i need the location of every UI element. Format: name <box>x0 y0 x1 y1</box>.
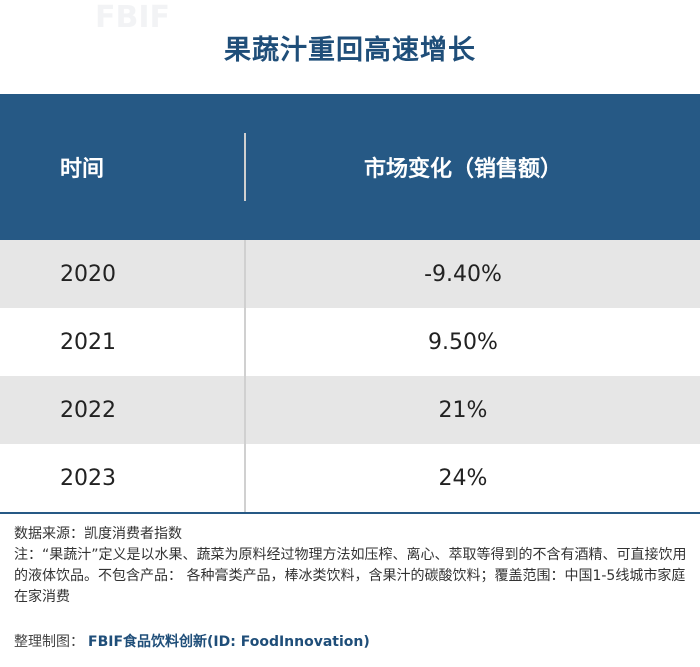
table-bottom-rule <box>0 512 700 514</box>
column-header-sales-change: 市场变化（销售额） <box>363 157 562 182</box>
table-row: 2021 9.50% <box>0 308 700 376</box>
table-row: 2022 21% <box>0 376 700 444</box>
footnotes: 数据来源：凯度消费者指数 注：“果蔬汁”定义是以水果、蔬菜为原料经过物理方法如压… <box>14 524 694 608</box>
column-header-time: 时间 <box>0 133 246 201</box>
year-cell: 2023 <box>0 444 246 512</box>
table-header: 时间 市场变化（销售额） <box>0 94 700 240</box>
change-cell: -9.40% <box>424 261 502 287</box>
change-cell: 9.50% <box>428 329 498 355</box>
table-row: 2020 -9.40% <box>0 240 700 308</box>
data-source: 数据来源：凯度消费者指数 <box>14 526 182 542</box>
page-title: 果蔬汁重回高速增长 <box>224 34 476 66</box>
data-table: 时间 市场变化（销售额） 2020 -9.40% 2021 9.50% 2022… <box>0 94 700 512</box>
definition-note: 注：“果蔬汁”定义是以水果、蔬菜为原料经过物理方法如压榨、离心、萃取等得到的不含… <box>14 547 687 605</box>
brand-name: FBIF食品饮料创新(ID: FoodInnovation) <box>88 634 370 650</box>
change-cell: 21% <box>438 397 488 423</box>
year-cell: 2021 <box>0 308 246 376</box>
table-row: 2023 24% <box>0 444 700 512</box>
credit-line: 整理制图： FBIF食品饮料创新(ID: FoodInnovation) <box>14 631 694 651</box>
year-cell: 2020 <box>0 240 246 308</box>
year-cell: 2022 <box>0 376 246 444</box>
credit-label: 整理制图： <box>14 634 84 650</box>
change-cell: 24% <box>438 465 488 491</box>
